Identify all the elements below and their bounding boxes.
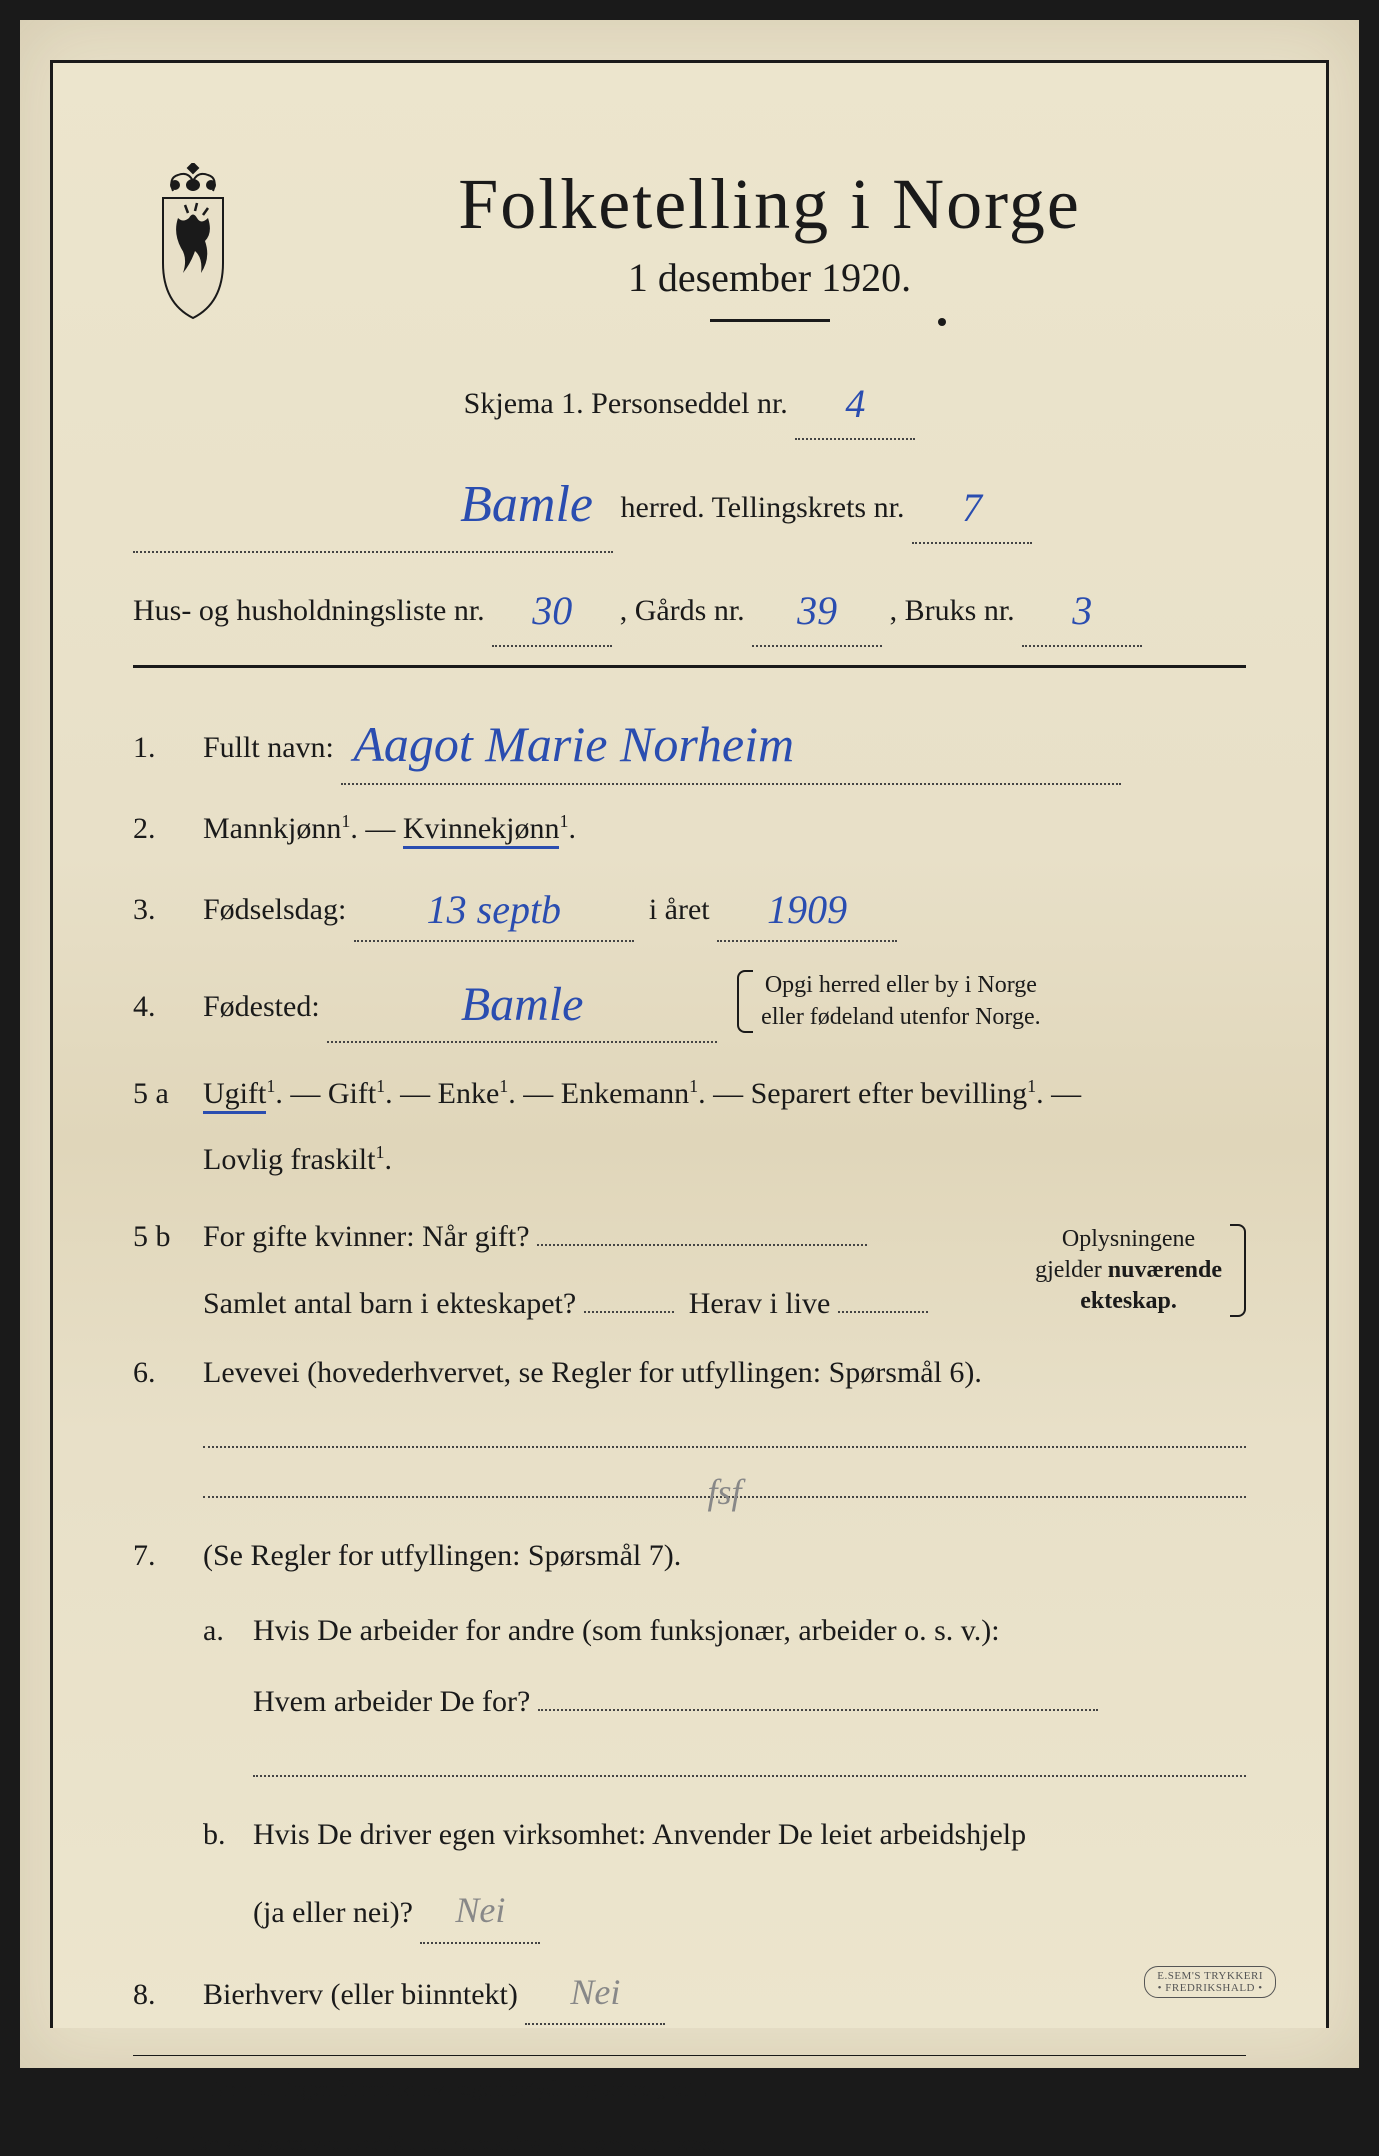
- bruks-nr: 3: [1072, 588, 1092, 633]
- q5a-enke: Enke: [438, 1077, 500, 1110]
- q3-year: 1909: [767, 887, 847, 932]
- q5a-gift: Gift: [328, 1077, 376, 1110]
- divider-footer: [133, 2055, 1246, 2056]
- gards-label: , Gårds nr.: [620, 594, 745, 627]
- q3-day: 13 septb: [427, 887, 561, 932]
- q4-label: Fødested:: [203, 990, 320, 1023]
- subtitle: 1 desember 1920.: [293, 254, 1246, 301]
- q6-value: fsf: [707, 1472, 741, 1512]
- q1-num: 1.: [133, 722, 203, 773]
- herred-line: Bamle herred. Tellingskrets nr. 7: [133, 452, 1246, 553]
- q2-opt-mann: Mannkjønn: [203, 812, 341, 845]
- q1-label: Fullt navn:: [203, 731, 334, 764]
- personseddel-nr: 4: [845, 381, 865, 426]
- q8-num: 8.: [133, 1969, 203, 2020]
- main-title: Folketelling i Norge: [293, 163, 1246, 246]
- q6-label: Levevei (hovederhvervet, se Regler for u…: [203, 1356, 982, 1389]
- q5b-l2b: Herav i live: [689, 1287, 831, 1320]
- q7a-l1: Hvis De arbeider for andre (som funksjon…: [253, 1605, 1246, 1656]
- q5b-num: 5 b: [133, 1211, 203, 1262]
- q7a-l2: Hvem arbeider De for?: [253, 1685, 530, 1718]
- header: Folketelling i Norge 1 desember 1920.: [133, 163, 1246, 352]
- q4-note: Opgi herred eller by i Norge eller fødel…: [737, 970, 1040, 1032]
- q5b-note-l1: Oplysningene: [1035, 1224, 1222, 1255]
- stamp-l1: E.SEM'S TRYKKERI: [1157, 1970, 1263, 1982]
- q6-num: 6.: [133, 1347, 203, 1398]
- q8-value: Nei: [570, 1972, 620, 2012]
- skjema-line: Skjema 1. Personseddel nr. 4: [133, 362, 1246, 440]
- q6: 6. Levevei (hovederhvervet, se Regler fo…: [133, 1347, 1246, 1512]
- tellingskrets-nr: 7: [962, 485, 982, 530]
- q7b-num: b.: [203, 1809, 253, 1943]
- q5a-enkemann: Enkemann: [561, 1077, 689, 1110]
- q4-note-l1: Opgi herred eller by i Norge: [761, 970, 1040, 1001]
- bruks-label: , Bruks nr.: [890, 594, 1015, 627]
- q6-line1: [203, 1412, 1246, 1448]
- q4-note-l2: eller fødeland utenfor Norge.: [761, 1002, 1040, 1033]
- q6-line2: fsf: [203, 1462, 1246, 1498]
- skjema-label: Skjema 1. Personseddel nr.: [464, 387, 788, 420]
- q5a-separert: Separert efter bevilling: [751, 1077, 1028, 1110]
- q4-value: Bamle: [461, 978, 584, 1031]
- q7a-num: a.: [203, 1605, 253, 1791]
- q5b-l1a: For gifte kvinner: Når gift?: [203, 1220, 530, 1253]
- q7: 7. (Se Regler for utfyllingen: Spørsmål …: [133, 1530, 1246, 1943]
- q5b-note-l3: ekteskap.: [1035, 1286, 1222, 1317]
- q5b-note: Oplysningene gjelder nuværende ekteskap.: [1035, 1224, 1246, 1318]
- husliste-line: Hus- og husholdningsliste nr. 30 , Gårds…: [133, 569, 1246, 647]
- q3-label: Fødselsdag:: [203, 893, 346, 926]
- printer-stamp: E.SEM'S TRYKKERI • FREDRIKSHALD •: [1144, 1966, 1276, 1998]
- q5a: 5 a Ugift1. — Gift1. — Enke1. — Enkemann…: [133, 1061, 1246, 1193]
- q5a-fraskilt: Lovlig fraskilt: [203, 1143, 375, 1176]
- gards-nr: 39: [797, 588, 837, 633]
- q2-num: 2.: [133, 803, 203, 854]
- stamp-l2: • FREDRIKSHALD •: [1157, 1982, 1263, 1994]
- q3-mid: i året: [649, 893, 710, 926]
- q5a-num: 5 a: [133, 1068, 203, 1119]
- footnote-num: 1: [133, 2133, 183, 2156]
- q7-label: (Se Regler for utfyllingen: Spørsmål 7).: [203, 1530, 1246, 1581]
- q1-value: Aagot Marie Norheim: [353, 716, 794, 772]
- q7a-line2: [253, 1741, 1246, 1777]
- q3-num: 3.: [133, 884, 203, 935]
- title-block: Folketelling i Norge 1 desember 1920.: [293, 163, 1246, 352]
- q4: 4. Fødested: Bamle Opgi herred eller by …: [133, 960, 1246, 1044]
- q5b-l2a: Samlet antal barn i ekteskapet?: [203, 1287, 576, 1320]
- q1: 1. Fullt navn: Aagot Marie Norheim: [133, 698, 1246, 785]
- q5b: 5 b For gifte kvinner: Når gift? Samlet …: [133, 1211, 1246, 1329]
- herred-label: herred. Tellingskrets nr.: [621, 491, 905, 524]
- q5b-note-l2: gjelder nuværende: [1035, 1255, 1222, 1286]
- form-frame: Folketelling i Norge 1 desember 1920. Sk…: [50, 60, 1329, 2028]
- divider-footnote: [133, 2120, 1246, 2121]
- q8-label: Bierhverv (eller biinntekt): [203, 1978, 518, 2011]
- q8: 8. Bierhverv (eller biinntekt) Nei: [133, 1962, 1246, 2025]
- coat-of-arms-icon: [133, 163, 253, 323]
- q7b-value: Nei: [455, 1890, 505, 1930]
- q7b-l2: (ja eller nei)?: [253, 1896, 413, 1929]
- footnote: 1 Her kan svares ved tydelig understrekn…: [133, 2133, 1246, 2156]
- footer-note-1: Har man ingen biinntekt av nogen betydni…: [203, 2076, 1246, 2102]
- husliste-nr: 30: [532, 588, 572, 633]
- q4-num: 4.: [133, 981, 203, 1032]
- divider-main: [133, 665, 1246, 668]
- document-page: Folketelling i Norge 1 desember 1920. Sk…: [20, 20, 1359, 2068]
- q7-num: 7.: [133, 1530, 203, 1581]
- husliste-label: Hus- og husholdningsliste nr.: [133, 594, 485, 627]
- ink-dot: [938, 318, 946, 326]
- q2-opt-kvinne: Kvinnekjønn: [403, 812, 560, 849]
- q7b-l1: Hvis De driver egen virksomhet: Anvender…: [253, 1809, 1246, 1860]
- q2: 2. Mannkjønn1. — Kvinnekjønn1.: [133, 803, 1246, 854]
- q5a-ugift: Ugift: [203, 1077, 266, 1114]
- herred-value: Bamle: [460, 476, 593, 533]
- title-rule: [710, 319, 830, 322]
- q3: 3. Fødselsdag: 13 septb i året 1909: [133, 872, 1246, 942]
